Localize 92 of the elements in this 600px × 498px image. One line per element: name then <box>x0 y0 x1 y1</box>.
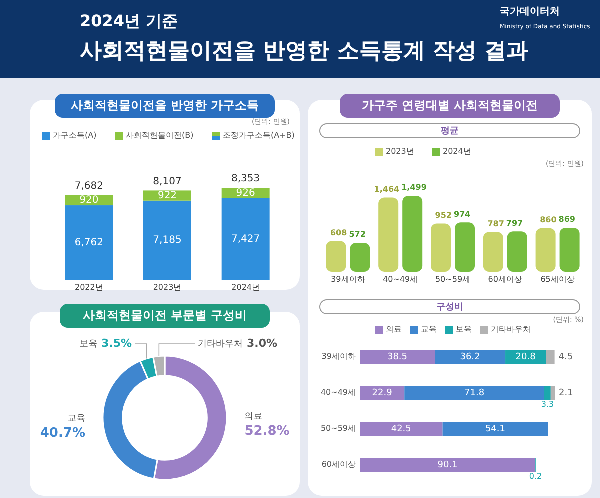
y-tick-label: 50~59세 <box>320 424 356 434</box>
bar <box>546 350 555 364</box>
bar <box>222 198 270 280</box>
y-tick-label: 39세이하 <box>322 352 356 362</box>
data-label: 22.9 <box>372 388 393 398</box>
data-label: 40.7% <box>40 426 86 442</box>
total-label: 8,107 <box>153 176 182 188</box>
data-label: 7,427 <box>232 234 260 245</box>
bar <box>360 350 435 364</box>
data-label: 90.1 <box>438 460 458 470</box>
data-label: 42.5 <box>391 424 412 434</box>
bar <box>360 386 405 400</box>
data-label: 1,464 <box>374 184 400 194</box>
data-label: 787 <box>488 219 504 228</box>
data-label: 0.2 <box>529 472 542 482</box>
legend-label: 의료 <box>386 325 402 334</box>
legend-label: 기타바우처 <box>491 325 531 334</box>
data-label: 860 <box>540 216 558 225</box>
data-label: 608 <box>330 228 348 238</box>
bar <box>435 350 506 364</box>
bar <box>360 422 443 436</box>
bar <box>536 228 556 272</box>
bar <box>144 190 192 201</box>
total-label: 7,682 <box>74 181 104 192</box>
data-label: 38.5 <box>387 352 408 362</box>
legend-label: 2023년 <box>386 147 414 156</box>
x-tick-label: 65세이상 <box>540 275 575 284</box>
legend-label: 보육 <box>456 325 472 334</box>
data-label: 71.8 <box>464 388 485 398</box>
legend-label: 2024년 <box>443 147 472 156</box>
bar <box>455 222 475 272</box>
data-label: 797 <box>506 218 524 228</box>
y-tick-label: 40~49세 <box>320 388 356 398</box>
legend-label: 사회적현물이전(B) <box>126 131 194 140</box>
bar <box>326 241 346 272</box>
slice-label: 보육 <box>79 339 98 350</box>
data-label: 52.8% <box>244 424 290 440</box>
bar <box>402 196 423 272</box>
data-label: 869 <box>558 215 576 224</box>
bar <box>544 386 551 400</box>
bar <box>378 198 399 272</box>
y-tick-label: 60세이상 <box>322 460 356 470</box>
data-label: 926 <box>236 188 256 199</box>
data-label: 3.3 <box>541 400 554 410</box>
data-label: 572 <box>349 230 366 240</box>
x-tick-label: 2022년 <box>74 283 104 292</box>
bar <box>144 200 192 280</box>
legend-label: 교육 <box>421 325 437 334</box>
x-tick-label: 39세이하 <box>331 275 366 284</box>
bar <box>431 224 451 272</box>
chart-subtitle: 평균 <box>441 126 459 136</box>
bar <box>404 386 544 400</box>
bar <box>550 386 555 400</box>
bar <box>442 422 548 436</box>
data-label: 3.5% <box>101 337 132 350</box>
text: 2024년 기준 <box>80 11 178 30</box>
x-tick-label: 40~49세 <box>383 275 418 284</box>
data-label: 1,499 <box>402 183 428 192</box>
x-tick-label: 50~59세 <box>435 275 471 284</box>
legend-label: 가구소득(A) <box>53 131 97 140</box>
slice-label: 기타바우처 <box>198 339 243 350</box>
chart-title: 사회적현물이전을 반영한 가구소득 <box>70 98 260 112</box>
slice-label: 교육 <box>68 414 86 424</box>
chart-title: 사회적현물이전 부문별 구성비 <box>82 308 248 322</box>
data-label: 7,185 <box>153 235 182 246</box>
data-label: 6,762 <box>74 237 104 248</box>
text: 사회적현물이전을 반영한 소득통계 작성 결과 <box>80 39 529 64</box>
bar <box>65 206 114 280</box>
chart-title: 가구주 연령대별 사회적현물이전 <box>362 98 538 112</box>
chart-subtitle: 구성비 <box>436 302 464 312</box>
data-label: 952 <box>435 210 452 220</box>
data-label: 54.1 <box>485 424 506 434</box>
bar <box>560 228 580 272</box>
text: 조정가구소득(A+B) <box>223 131 295 140</box>
data-label: 3.0% <box>247 337 278 350</box>
total-label: 8,353 <box>232 174 260 185</box>
data-label: 922 <box>158 190 178 202</box>
bar <box>507 232 528 272</box>
text: 국가데이터처 <box>500 6 560 18</box>
data-label: 4.5 <box>558 352 574 362</box>
data-label: 974 <box>454 210 472 219</box>
data-label: 920 <box>80 195 99 206</box>
x-tick-label: 2023년 <box>153 283 182 292</box>
bar <box>350 243 370 272</box>
bar <box>483 232 504 272</box>
slice-label: 의료 <box>244 412 263 422</box>
data-label: 36.2 <box>460 352 480 362</box>
data-label: 20.8 <box>516 352 536 362</box>
data-label: 2.1 <box>559 388 574 398</box>
x-tick-label: 2024년 <box>232 283 260 292</box>
bar <box>360 458 536 472</box>
x-tick-label: 60세이상 <box>488 275 522 284</box>
